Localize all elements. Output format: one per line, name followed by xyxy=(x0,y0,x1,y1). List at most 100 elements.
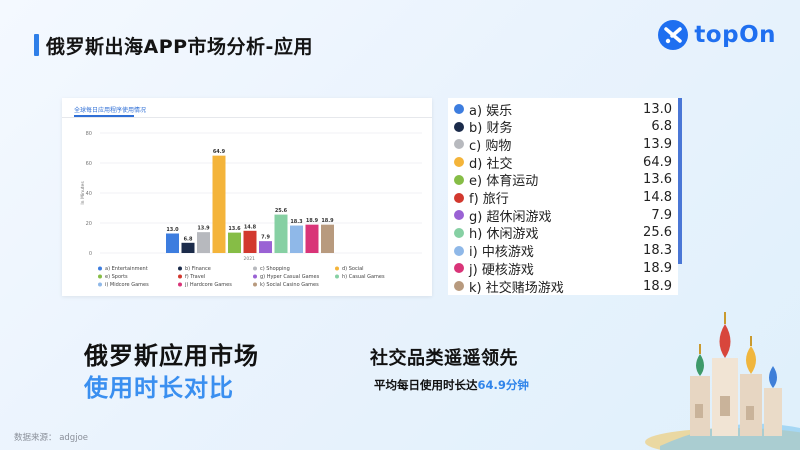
legend-row-label: d) 社交 xyxy=(469,153,628,172)
legend-row: c) 购物 13.9 xyxy=(454,135,672,153)
legend-marker xyxy=(98,275,102,279)
bar-value-label: 14.8 xyxy=(244,224,257,230)
legend-marker xyxy=(253,283,257,287)
y-tick-label: 60 xyxy=(86,161,92,167)
bar-value-label: 6.8 xyxy=(184,236,193,242)
legend-row: i) 中核游戏 18.3 xyxy=(454,242,672,260)
legend-label: i) Midcore Games xyxy=(105,282,149,288)
legend-dot xyxy=(454,157,464,167)
legend-row-value: 14.8 xyxy=(628,190,672,205)
bar-value-label: 13.9 xyxy=(197,226,210,232)
legend-label: g) Hyper Casual Games xyxy=(260,274,320,280)
title-accent-bar xyxy=(34,34,39,56)
legend-row-value: 13.9 xyxy=(628,137,672,152)
bar-value-label: 25.6 xyxy=(275,208,288,214)
legend-row-value: 13.0 xyxy=(628,102,672,117)
bar xyxy=(197,232,210,253)
legend-row-value: 6.8 xyxy=(628,119,672,134)
legend-row: d) 社交 64.9 xyxy=(454,153,672,171)
summary-sub-prefix: 平均每日使用时长达 xyxy=(374,378,478,392)
bar xyxy=(244,231,257,253)
y-axis-label: In Minutes xyxy=(80,181,86,205)
legend-row-label: b) 财务 xyxy=(469,117,628,136)
legend-marker xyxy=(335,267,339,271)
brand-logo: topOn xyxy=(658,20,776,50)
data-source: 数据来源： adgjoe xyxy=(14,431,88,443)
summary-left-line2: 使用时长对比 xyxy=(84,368,234,403)
legend-row-value: 18.9 xyxy=(628,261,672,276)
legend-row: g) 超休闲游戏 7.9 xyxy=(454,206,672,224)
legend-label: j) Hardcore Games xyxy=(184,282,232,288)
legend-row-value: 18.3 xyxy=(628,243,672,258)
summary-right-subtext: 平均每日使用时长达64.9分钟 xyxy=(374,377,529,393)
bar xyxy=(228,233,241,253)
legend-row-label: c) 购物 xyxy=(469,135,628,154)
legend-row-label: f) 旅行 xyxy=(469,188,628,207)
legend-row-label: a) 娱乐 xyxy=(469,100,628,119)
legend-label: h) Casual Games xyxy=(342,274,385,280)
bar-value-label: 18.3 xyxy=(290,219,303,225)
legend-marker xyxy=(253,267,257,271)
moscow-cathedral-illustration xyxy=(640,296,800,450)
legend-marker xyxy=(98,283,102,287)
bar-value-label: 64.9 xyxy=(213,149,226,155)
legend-dot xyxy=(454,210,464,220)
bar-chart: 0 20 40 60 80 In Minutes 13.0 6.8 13.9 64.9 13.6 14… xyxy=(62,98,432,296)
legend-row-label: h) 休闲游戏 xyxy=(469,223,628,242)
legend-dot xyxy=(454,122,464,132)
bar xyxy=(290,226,303,253)
legend-label: c) Shopping xyxy=(260,266,290,272)
legend-row-value: 64.9 xyxy=(628,155,672,170)
legend-label: k) Social Casino Games xyxy=(260,282,319,288)
page-title: 俄罗斯出海APP市场分析-应用 xyxy=(46,32,313,59)
legend-label: d) Social xyxy=(342,266,364,272)
topon-logo-icon xyxy=(658,20,688,50)
x-tick-label: 2021 xyxy=(244,256,256,262)
bar xyxy=(306,225,319,253)
legend-marker xyxy=(253,275,257,279)
legend-row-value: 7.9 xyxy=(628,208,672,223)
legend-row: e) 体育运动 13.6 xyxy=(454,171,672,189)
legend-dot xyxy=(454,263,464,273)
bar-value-label: 18.9 xyxy=(306,218,319,224)
legend-dot xyxy=(454,281,464,291)
bar-value-label: 18.9 xyxy=(321,218,334,224)
chart-card: 全球每日应用程序使用情况 0 20 40 60 80 In Minutes 13.0 6.8 1… xyxy=(62,98,432,296)
bar-value-label: 13.0 xyxy=(166,227,179,233)
bar xyxy=(182,243,195,253)
legend-row-label: i) 中核游戏 xyxy=(469,241,628,260)
legend-marker xyxy=(98,267,102,271)
bar xyxy=(213,156,226,253)
brand-name: topOn xyxy=(694,22,776,48)
legend-marker xyxy=(178,275,182,279)
bar xyxy=(166,234,179,254)
y-tick-label: 80 xyxy=(86,131,92,137)
legend-dot xyxy=(454,139,464,149)
bar xyxy=(321,225,334,253)
legend-accent-bar xyxy=(678,98,682,264)
legend-label: f) Travel xyxy=(185,274,205,280)
legend-row-label: j) 硬核游戏 xyxy=(469,259,628,278)
legend-row: j) 硬核游戏 18.9 xyxy=(454,259,672,277)
legend-row: a) 娱乐 13.0 xyxy=(454,100,672,118)
legend-row-label: g) 超休闲游戏 xyxy=(469,206,628,225)
y-tick-label: 40 xyxy=(86,191,92,197)
y-tick-label: 0 xyxy=(89,251,92,257)
legend-row: k) 社交赌场游戏 18.9 xyxy=(454,277,672,295)
summary-sub-highlight: 64.9分钟 xyxy=(478,378,529,392)
bar-value-label: 13.6 xyxy=(228,226,241,232)
legend-marker xyxy=(178,267,182,271)
legend-dot xyxy=(454,193,464,203)
legend-dot xyxy=(454,246,464,256)
legend-row-label: k) 社交赌场游戏 xyxy=(469,277,628,296)
legend-dot xyxy=(454,175,464,185)
legend-dot xyxy=(454,228,464,238)
legend-row: f) 旅行 14.8 xyxy=(454,189,672,207)
legend-row: b) 财务 6.8 xyxy=(454,118,672,136)
legend-row-value: 25.6 xyxy=(628,225,672,240)
legend-row: h) 休闲游戏 25.6 xyxy=(454,224,672,242)
legend-row-label: e) 体育运动 xyxy=(469,170,628,189)
y-tick-label: 20 xyxy=(86,221,92,227)
legend-marker xyxy=(178,283,182,287)
summary-left-line1: 俄罗斯应用市场 xyxy=(84,336,259,371)
